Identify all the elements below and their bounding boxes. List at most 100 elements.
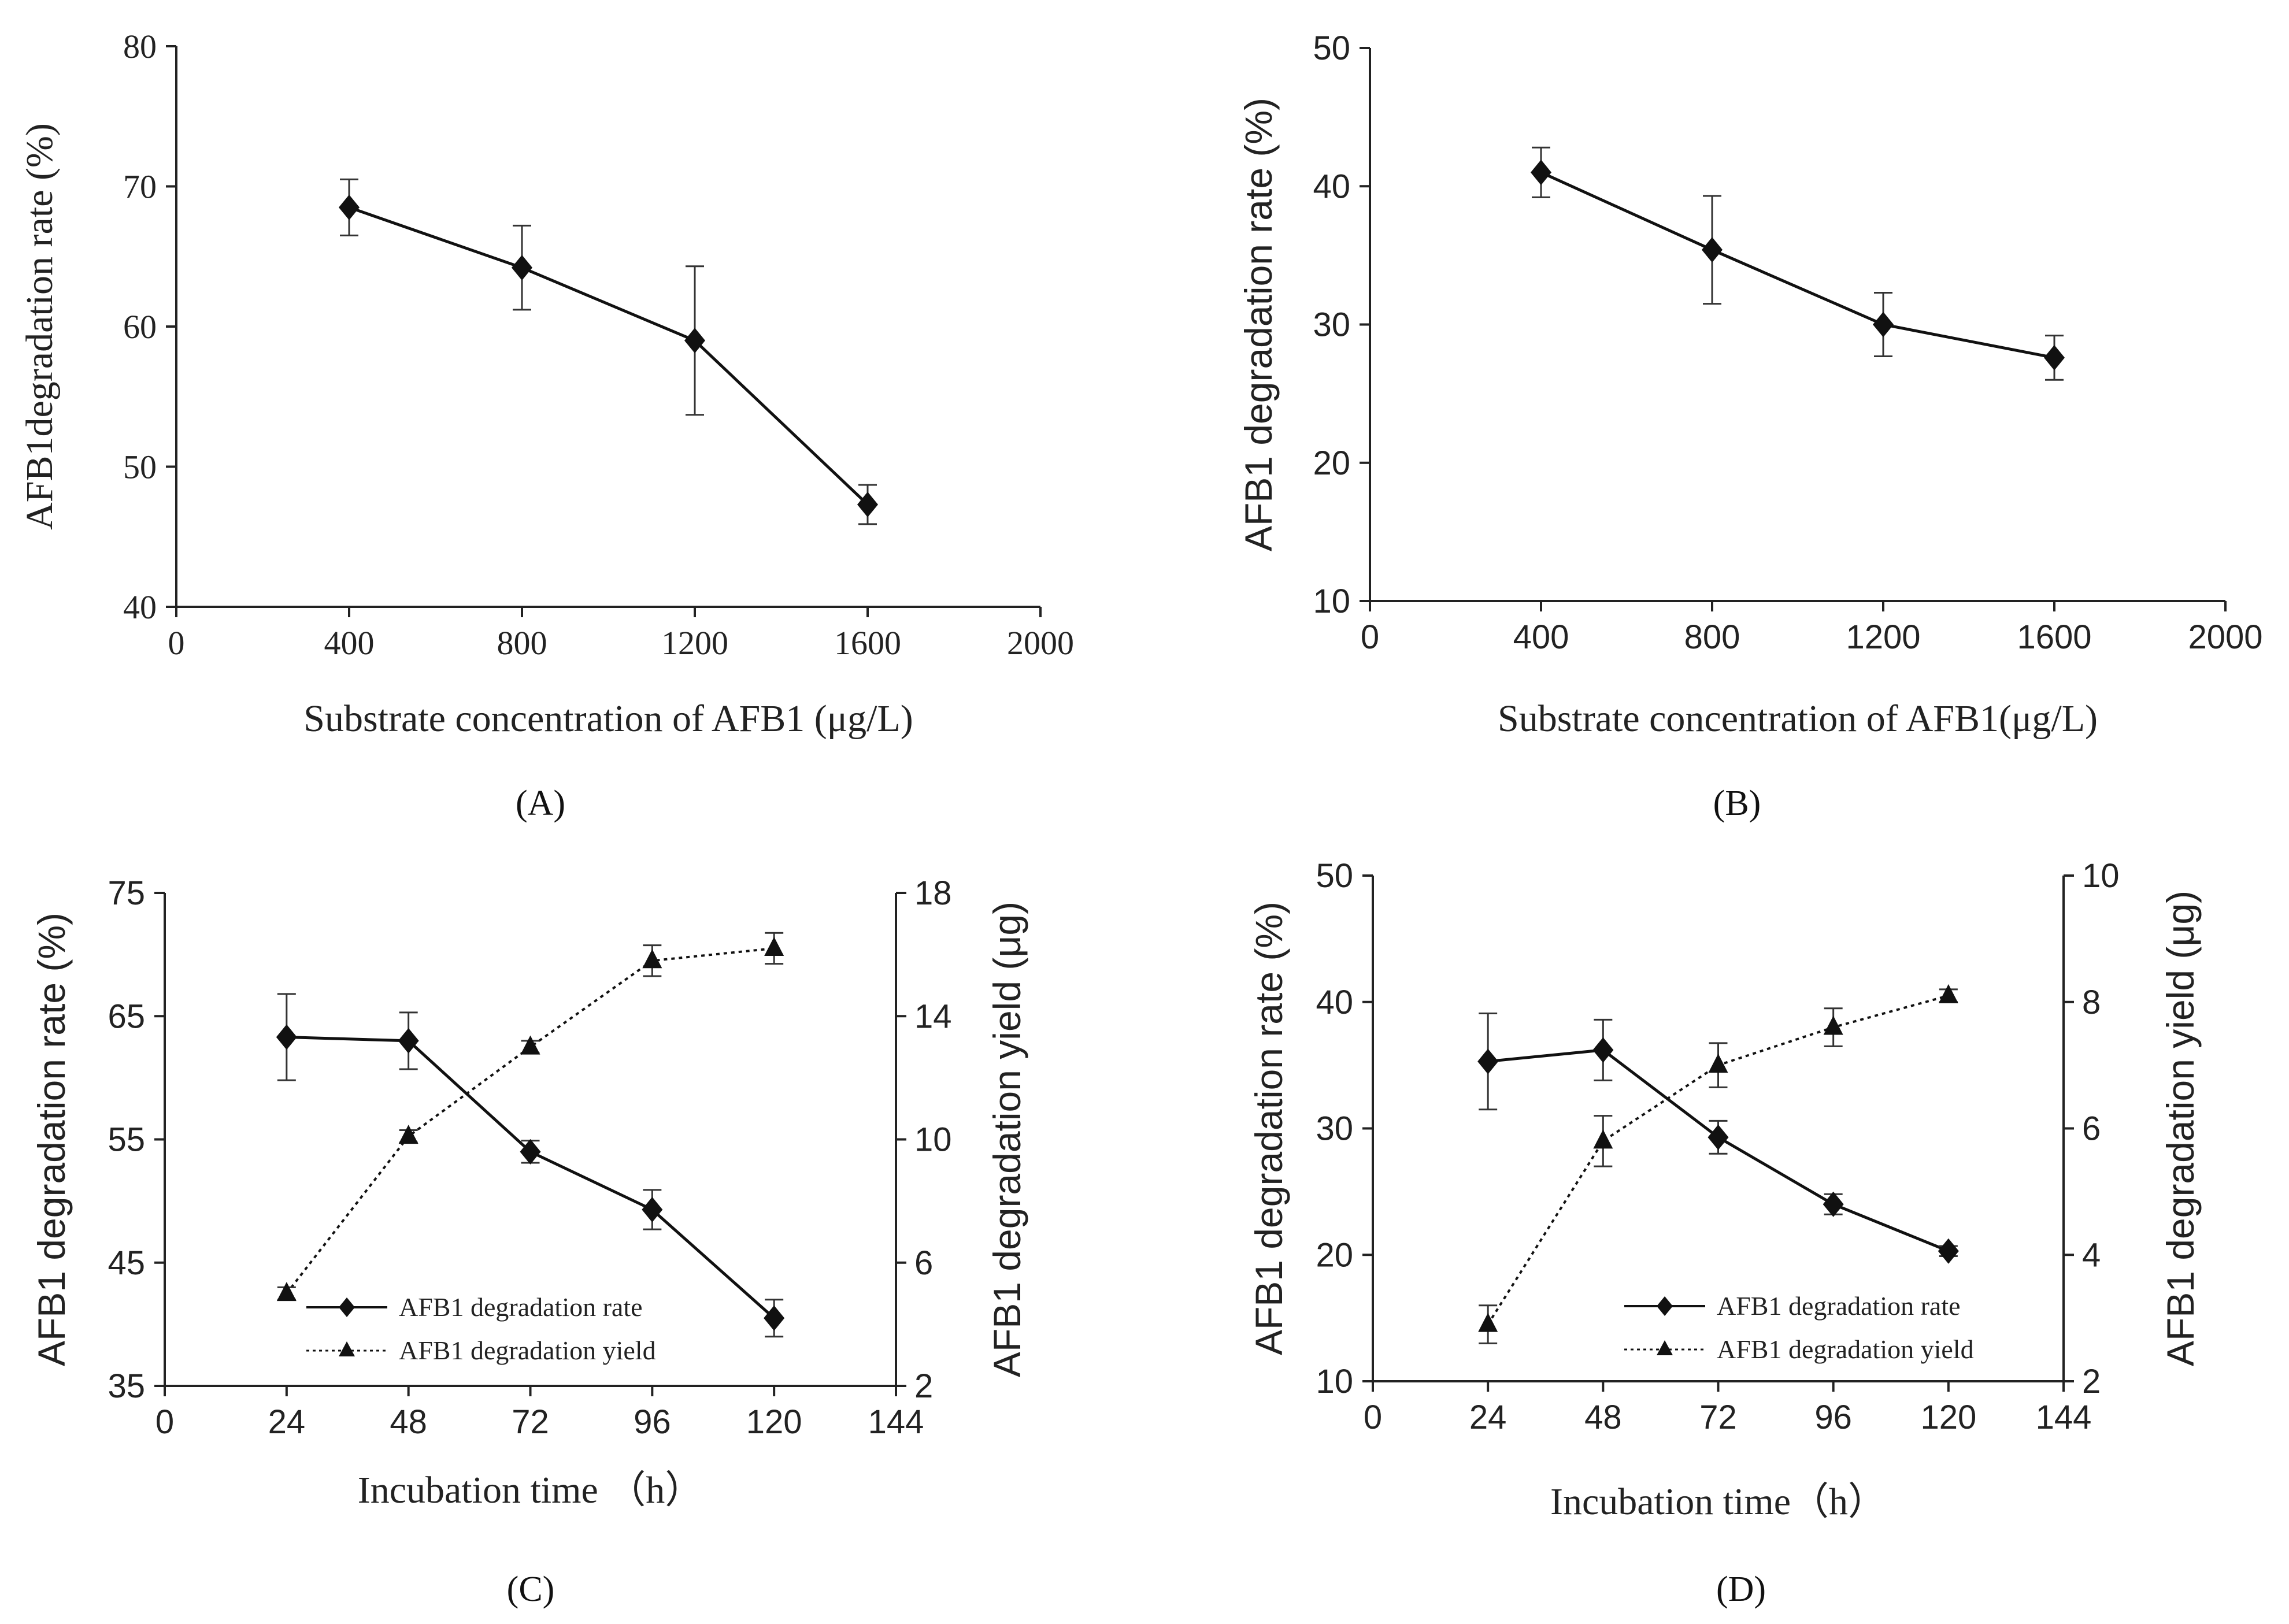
panel-label: (C): [507, 1570, 555, 1609]
y2-tick-label: 8: [2082, 984, 2101, 1021]
data-point-diamond: [764, 1305, 785, 1331]
data-point-diamond: [398, 1028, 419, 1054]
y-tick-label: 80: [123, 28, 157, 65]
y-tick-label: 10: [1316, 1363, 1353, 1400]
x-tick-label: 2000: [1007, 624, 1074, 662]
y2-tick-label: 4: [2082, 1236, 2101, 1274]
y-axis-title: AFB1 degradation rate (%): [1247, 902, 1290, 1355]
data-point-diamond: [684, 328, 705, 354]
x-tick-label: 0: [168, 624, 185, 662]
x-tick-label: 96: [1814, 1399, 1852, 1436]
data-point-triangle: [642, 949, 662, 969]
data-point-triangle: [1593, 1129, 1613, 1149]
data-point-diamond: [1592, 1037, 1614, 1063]
x-tick-label: 800: [1684, 618, 1740, 656]
y-axis-title: AFB1 degradation rate (%): [1237, 98, 1280, 551]
chart-panel-c: 0 24 48 72 96 120 144 35 45 55 65 75 2 6 10 14 18 Incubat…: [30, 874, 1028, 1609]
data-point-triangle: [1823, 1015, 1843, 1035]
y2-axis-title: AFB1 degradation yield (μg): [986, 902, 1028, 1377]
y-tick-label: 30: [1313, 306, 1350, 344]
x-tick-label: 2000: [2188, 618, 2262, 656]
legend-marker-triangle: [1657, 1340, 1673, 1355]
panel-label: (A): [516, 784, 565, 823]
series-line-rate: [349, 206, 869, 506]
x-tick-label: 144: [2036, 1399, 2092, 1436]
x-tick-label: 120: [746, 1403, 802, 1441]
x-tick-label: 144: [868, 1403, 924, 1441]
x-tick-label: 72: [512, 1403, 549, 1441]
x-tick-label: 0: [155, 1403, 174, 1441]
x-tick-label: 0: [1364, 1399, 1382, 1436]
y-tick-label: 40: [1313, 168, 1350, 205]
chart-panel-b: 0 400 800 1200 1600 2000 10 20 30 40 50 Substrate c…: [1237, 29, 2263, 823]
data-point-diamond: [1708, 1124, 1729, 1150]
x-tick-label: 24: [268, 1403, 306, 1441]
legend: AFB1 degradation rate AFB1 degradation yi…: [1624, 1291, 1974, 1364]
data-point-triangle: [398, 1125, 418, 1144]
x-tick-label: 400: [1513, 618, 1569, 656]
y-tick-label: 10: [1313, 583, 1350, 620]
y-axis-title: AFB1degradation rate (%): [18, 123, 61, 530]
data-point-diamond: [1938, 1238, 1959, 1264]
y-tick-label: 60: [123, 308, 157, 346]
series-line-rate: [1540, 171, 2055, 359]
data-point-triangle: [276, 1282, 297, 1302]
y2-tick-label: 2: [914, 1367, 933, 1405]
data-point-diamond: [2044, 344, 2065, 370]
y-tick-label: 75: [108, 874, 145, 912]
y-tick-label: 50: [1313, 29, 1350, 67]
panel-label: (B): [1713, 784, 1761, 823]
x-tick-label: 96: [634, 1403, 671, 1441]
data-point-triangle: [1478, 1312, 1498, 1332]
data-point-diamond: [1873, 312, 1894, 338]
y-tick-label: 65: [108, 998, 145, 1035]
data-point-diamond: [512, 255, 532, 281]
y-tick-label: 35: [108, 1367, 145, 1405]
y-tick-label: 20: [1313, 444, 1350, 482]
y-tick-label: 50: [1316, 857, 1353, 895]
y-tick-label: 55: [108, 1121, 145, 1159]
x-tick-label: 1200: [661, 624, 728, 662]
y2-tick-label: 18: [914, 874, 952, 912]
y-tick-label: 30: [1316, 1110, 1353, 1148]
y-tick-label: 45: [108, 1244, 145, 1282]
y-tick-label: 40: [123, 588, 157, 626]
legend-label: AFB1 degradation rate: [399, 1292, 643, 1322]
x-tick-label: 400: [324, 624, 375, 662]
x-tick-label: 24: [1469, 1399, 1507, 1436]
y2-tick-label: 6: [2082, 1110, 2101, 1148]
x-tick-label: 48: [1584, 1399, 1622, 1436]
y-tick-label: 50: [123, 448, 157, 486]
data-point-triangle: [1938, 984, 1958, 1003]
legend-marker-diamond: [339, 1297, 355, 1317]
y-tick-label: 70: [123, 168, 157, 206]
series-line-rate: [286, 1036, 775, 1319]
x-axis-title: Substrate concentration of AFB1(μg/L): [1498, 698, 2098, 740]
y-axis-title: AFB1 degradation rate (%): [30, 913, 73, 1366]
x-axis-title: Incubation time（h）: [1550, 1481, 1886, 1523]
legend-marker-diamond: [1657, 1296, 1673, 1316]
data-point-diamond: [520, 1139, 541, 1165]
x-tick-label: 800: [497, 624, 547, 662]
y2-tick-label: 2: [2082, 1363, 2101, 1400]
x-tick-label: 120: [1920, 1399, 1976, 1436]
x-tick-label: 72: [1699, 1399, 1737, 1436]
data-point-triangle: [520, 1035, 540, 1055]
data-point-diamond: [1702, 237, 1723, 263]
y2-axis-title: AFB1 degradation yield (μg): [2159, 891, 2202, 1366]
y2-tick-label: 10: [914, 1121, 952, 1159]
legend-marker-triangle: [339, 1341, 355, 1356]
y2-tick-label: 6: [914, 1244, 933, 1282]
y-tick-label: 20: [1316, 1236, 1353, 1274]
chart-panel-d: 0 24 48 72 96 120 1441020304050246810Incubatio…: [1247, 857, 2202, 1609]
data-point-triangle: [1708, 1054, 1728, 1073]
data-point-diamond: [276, 1024, 297, 1050]
data-point-diamond: [857, 491, 878, 517]
data-point-diamond: [339, 194, 360, 220]
x-tick-label: 1600: [2017, 618, 2091, 656]
legend: AFB1 degradation rate AFB1 degradation yi…: [306, 1292, 656, 1365]
chart-panel-a: 0 400 800 1200 1600 2000 40 50 60 70 80 Substrate c…: [18, 28, 1074, 823]
y-tick-label: 40: [1316, 984, 1353, 1021]
x-axis-title: Substrate concentration of AFB1 (μg/L): [303, 698, 913, 740]
